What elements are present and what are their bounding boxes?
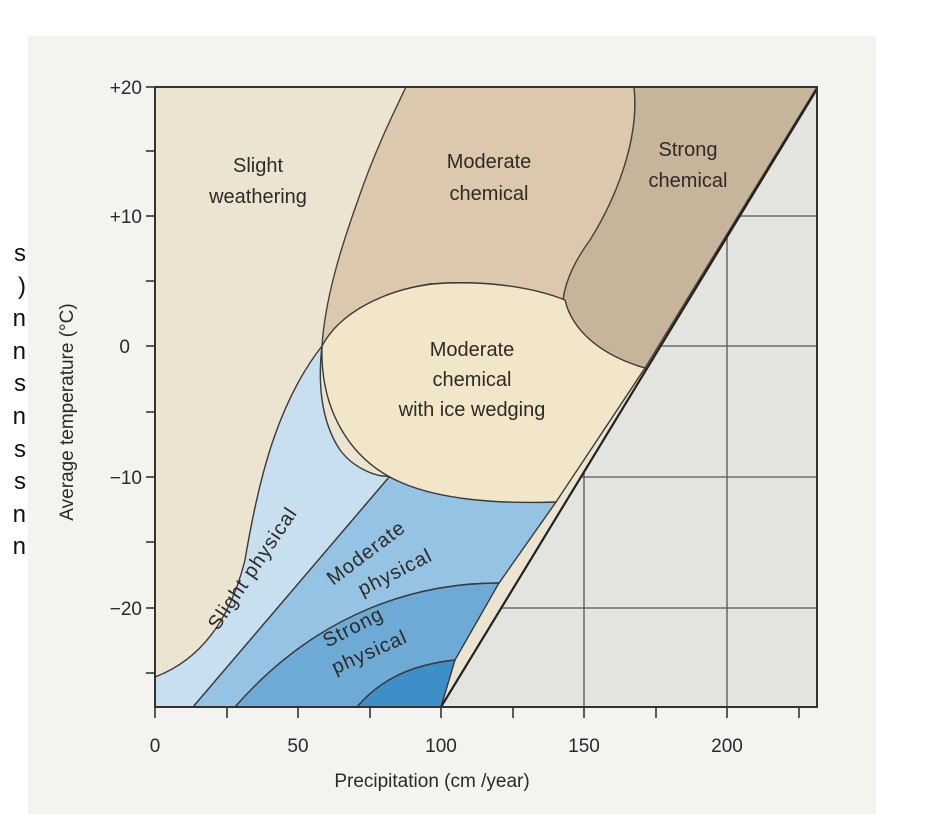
y-tick-label: 0 — [119, 337, 130, 358]
clipped-char: s — [14, 370, 26, 398]
label-ice-wedging: with ice wedging — [398, 399, 546, 421]
x-tick-label: 200 — [711, 736, 743, 757]
clipped-char: n — [12, 402, 26, 430]
y-axis-ticks — [146, 86, 155, 674]
plot-area — [155, 87, 817, 707]
y-axis-label: Average temperature (°C) — [57, 303, 78, 520]
label-ice-wedging: chemical — [433, 369, 512, 391]
label-ice-wedging: Moderate — [430, 339, 515, 361]
x-tick-label: 150 — [568, 736, 600, 757]
label-moderate-chemical: chemical — [450, 183, 529, 205]
label-slight-weathering: Slight — [233, 155, 283, 177]
x-tick-label: 50 — [287, 736, 308, 757]
clipped-char: n — [12, 500, 26, 528]
clipped-char: n — [12, 337, 26, 365]
clipped-char: n — [12, 305, 26, 333]
y-tick-label: +10 — [110, 207, 142, 228]
region-slight-physical — [155, 343, 392, 707]
x-axis-label: Precipitation (cm /year) — [334, 771, 529, 792]
x-axis-tick-labels: 0 50 100 150 200 — [150, 736, 743, 757]
region-moderate-chemical-ice-wedging — [321, 282, 647, 504]
region-very-strong-physical — [356, 659, 456, 707]
clipped-char: n — [12, 533, 26, 561]
clipped-left-text: s ) n n s n s s n n — [0, 238, 26, 564]
clipped-char: s — [14, 468, 26, 496]
x-tick-label: 100 — [425, 736, 457, 757]
plot-frame — [154, 86, 818, 708]
y-axis-tick-labels: +20 +10 0 −10 −20 — [110, 78, 142, 620]
diagonal-boundary-line — [440, 88, 817, 707]
y-tick-label: +20 — [110, 78, 142, 99]
y-tick-label: −10 — [110, 468, 142, 489]
x-tick-label: 0 — [150, 736, 161, 757]
x-axis-ticks — [154, 707, 800, 718]
clipped-char: s — [14, 240, 26, 267]
label-strong-chemical: Strong — [659, 139, 718, 161]
label-moderate-chemical: Moderate — [447, 151, 532, 173]
label-slight-weathering: weathering — [208, 186, 307, 208]
y-tick-label: −20 — [110, 599, 142, 620]
clipped-char: ) — [18, 272, 26, 300]
clipped-char: s — [14, 435, 26, 463]
label-strong-chemical: chemical — [649, 170, 728, 192]
